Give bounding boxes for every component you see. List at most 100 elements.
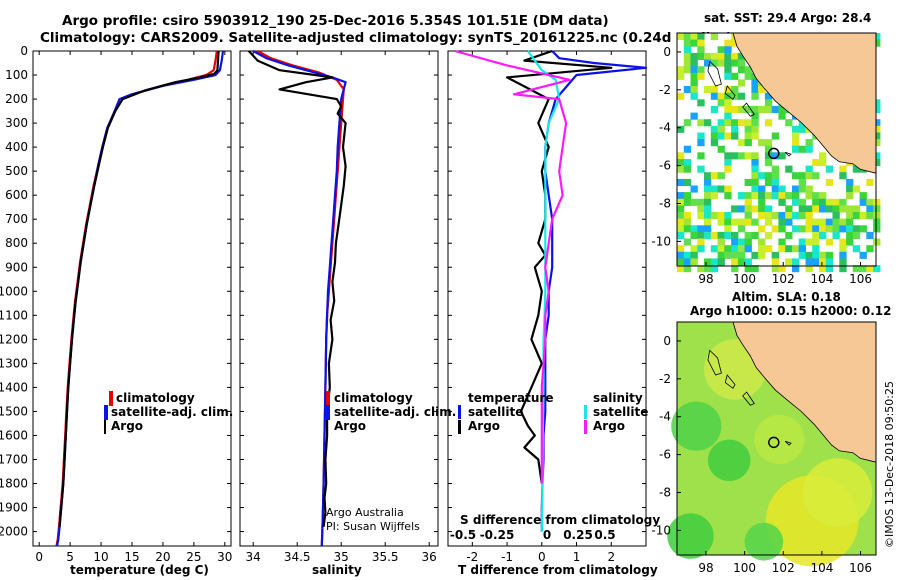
sst-cell bbox=[690, 92, 698, 100]
sst-cell bbox=[771, 265, 779, 273]
sst-cell bbox=[724, 59, 732, 67]
sst-cell bbox=[798, 125, 806, 133]
sst-cell bbox=[764, 212, 773, 220]
sst-cell bbox=[731, 72, 739, 80]
argo-position-marker bbox=[768, 436, 780, 449]
sst-cell bbox=[677, 245, 685, 253]
sst-cell bbox=[873, 225, 881, 233]
x-tick-label: 34 bbox=[246, 550, 261, 564]
sst-cell bbox=[717, 231, 725, 239]
sla-field-patch bbox=[671, 401, 722, 451]
sst-cell bbox=[690, 225, 698, 233]
sst-cell bbox=[798, 238, 806, 246]
sst-cell bbox=[798, 225, 806, 233]
sst-cell bbox=[683, 119, 692, 127]
sst-cell bbox=[704, 172, 712, 180]
sst-cell bbox=[819, 152, 827, 160]
map-y-tick-label: 0 bbox=[663, 45, 671, 59]
difference-legend: temperature satellite Argo salinity sate… bbox=[450, 391, 660, 542]
sst-cell bbox=[744, 152, 752, 160]
sst-cell bbox=[866, 212, 874, 220]
sst-cell bbox=[717, 251, 725, 259]
sst-cell bbox=[710, 139, 719, 147]
sst-cell bbox=[839, 258, 847, 266]
sst-cell bbox=[778, 198, 786, 206]
depth-tick-label: 700 bbox=[5, 212, 28, 226]
sst-cell bbox=[764, 205, 773, 213]
sst-cell bbox=[697, 205, 705, 213]
sst-cell bbox=[677, 258, 685, 266]
sst-cell bbox=[751, 105, 759, 113]
difference-panel-frame bbox=[447, 50, 647, 547]
depth-tick-label: 800 bbox=[5, 236, 28, 250]
sst-cell bbox=[751, 178, 759, 186]
sst-cell bbox=[677, 72, 685, 80]
sst-cell bbox=[771, 258, 779, 266]
map-y-tick-label: -2 bbox=[659, 83, 671, 97]
sst-cell bbox=[690, 251, 698, 259]
sst-cell bbox=[846, 178, 854, 186]
sst-cell bbox=[731, 265, 739, 273]
sst-cell bbox=[710, 105, 719, 113]
depth-tick-label: 300 bbox=[5, 116, 28, 130]
series-line-argo bbox=[58, 50, 220, 527]
sst-cell bbox=[744, 72, 752, 80]
sst-cell bbox=[778, 265, 786, 273]
sst-cell bbox=[697, 212, 705, 220]
sst-cell bbox=[704, 258, 712, 266]
sst-cell bbox=[846, 212, 854, 220]
sst-cell bbox=[704, 59, 712, 67]
legend-title-salinity: salinity bbox=[593, 391, 643, 405]
sst-cell bbox=[683, 265, 692, 273]
x-tick-label: -2 bbox=[466, 550, 478, 564]
depth-tick-label: 1400 bbox=[0, 380, 28, 394]
sst-cell bbox=[737, 225, 746, 233]
series-line-satellite-adj-clim- bbox=[56, 50, 225, 547]
s-scale-tick-label: 0 bbox=[543, 528, 551, 542]
sst-cell bbox=[717, 119, 725, 127]
sst-cell bbox=[785, 119, 793, 127]
legend-swatch-climatology bbox=[109, 391, 113, 406]
s-difference-scale-label: S difference from climatology bbox=[460, 513, 660, 527]
sst-cell bbox=[737, 238, 746, 246]
sst-cell bbox=[744, 192, 752, 200]
sst-cell bbox=[697, 46, 705, 54]
sst-cell bbox=[677, 159, 685, 167]
sst-cell bbox=[771, 132, 779, 140]
sst-cell bbox=[805, 225, 813, 233]
sst-cell bbox=[717, 59, 725, 67]
sst-cell bbox=[832, 231, 840, 239]
sst-cell bbox=[764, 139, 773, 147]
sst-cell bbox=[819, 225, 827, 233]
map-y-tick-label: -4 bbox=[659, 121, 671, 135]
sst-cell bbox=[819, 159, 827, 167]
sst-cell bbox=[697, 52, 705, 60]
sst-cell bbox=[832, 218, 840, 226]
map-x-tick-label: 98 bbox=[698, 272, 713, 286]
sst-cell bbox=[731, 251, 739, 259]
sst-cell bbox=[737, 152, 746, 160]
sst-cell bbox=[697, 245, 705, 253]
sst-cell bbox=[771, 192, 779, 200]
s-scale-tick-label: 0.25 bbox=[563, 528, 593, 542]
sst-cell bbox=[839, 172, 847, 180]
sst-cell bbox=[859, 198, 867, 206]
sst-cell bbox=[697, 152, 705, 160]
sst-cell bbox=[677, 231, 685, 239]
sst-cell bbox=[677, 212, 685, 220]
legend-swatch-s-argo bbox=[584, 420, 587, 434]
sst-cell bbox=[710, 258, 719, 266]
sst-cell bbox=[873, 33, 881, 41]
sst-cell bbox=[819, 251, 827, 259]
sst-cell bbox=[710, 265, 719, 273]
sst-map: 98 100 102 104 106 0 -2 -4 -6 -8 -10 bbox=[651, 32, 881, 286]
sst-cell bbox=[737, 205, 746, 213]
sst-cell bbox=[717, 99, 725, 107]
sst-cell bbox=[812, 198, 820, 206]
sst-cell bbox=[798, 172, 806, 180]
sst-cell bbox=[717, 52, 725, 60]
sst-cell bbox=[873, 218, 881, 226]
sst-cell bbox=[737, 139, 746, 147]
sst-cell bbox=[737, 66, 746, 74]
sst-cell bbox=[717, 185, 725, 193]
